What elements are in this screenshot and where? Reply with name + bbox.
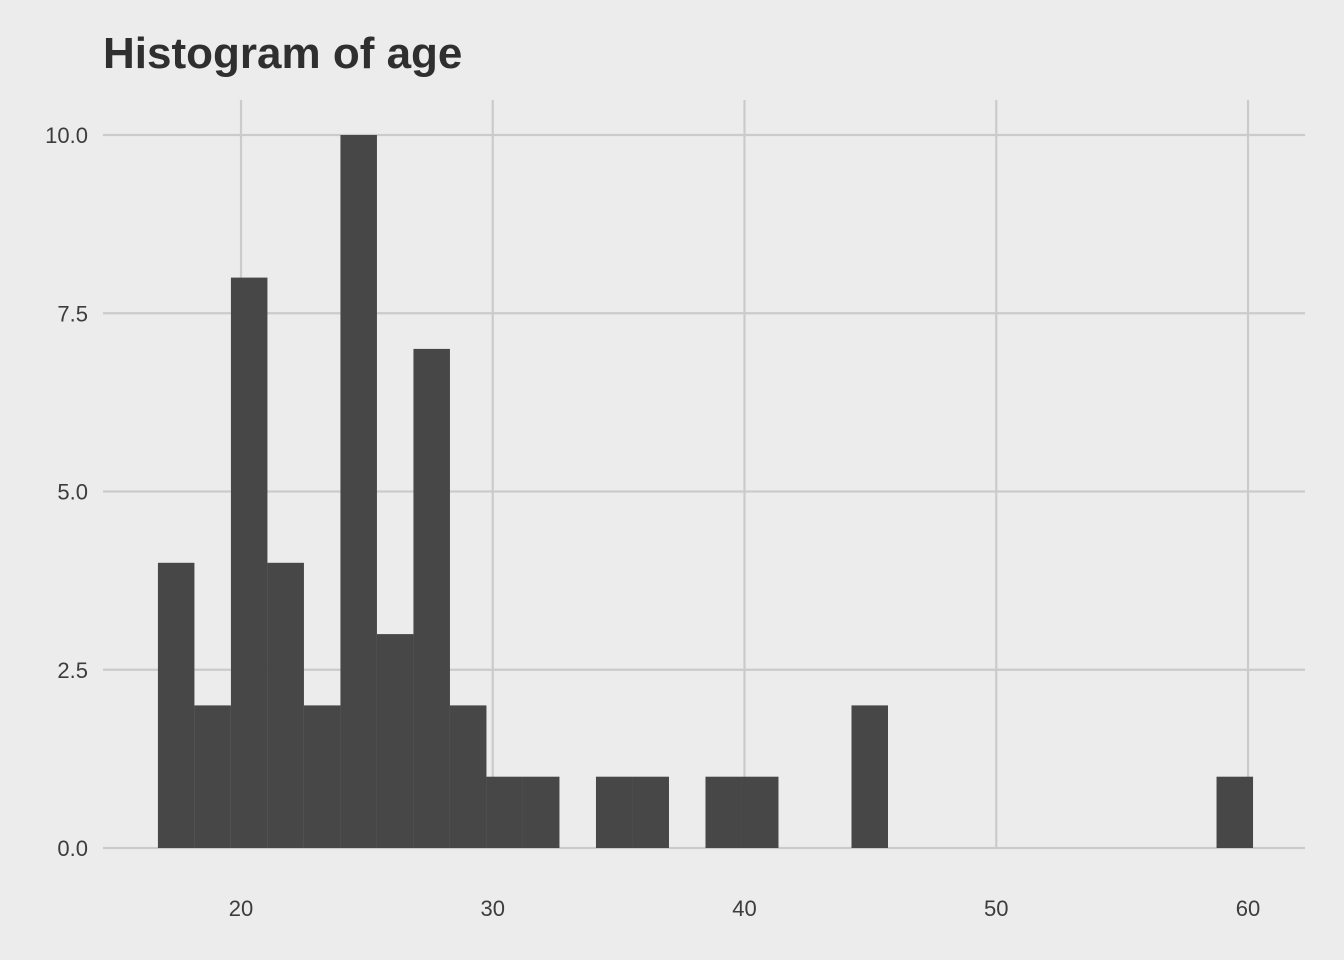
histogram-bar [632,776,669,848]
histogram-bar [267,562,304,848]
histogram-bar [705,776,742,848]
x-tick-label: 20 [229,896,253,921]
y-tick-label: 5.0 [57,480,88,505]
y-tick-label: 0.0 [57,836,88,861]
histogram-bar [522,776,560,848]
histogram-bar [1216,776,1254,848]
y-axis-tick-labels: 0.0 2.5 5.0 7.5 10.0 [45,123,88,861]
x-tick-label: 50 [984,896,1008,921]
histogram-bar [303,705,341,848]
histogram-bar [595,776,633,848]
x-tick-label: 40 [732,896,756,921]
y-tick-label: 10.0 [45,123,88,148]
y-tick-label: 7.5 [57,301,88,326]
histogram-bar [194,705,231,848]
histogram-bar [449,705,487,848]
histogram-bar [413,348,450,848]
histogram-bar [486,776,523,848]
chart-title: Histogram of age [103,29,463,78]
x-tick-label: 60 [1236,896,1260,921]
histogram-bar [340,135,377,848]
histogram-bar [230,277,268,849]
x-tick-label: 30 [481,896,505,921]
x-axis-tick-labels: 20 30 40 50 60 [229,896,1260,921]
histogram-bar [851,705,888,848]
histogram-bar [376,634,414,848]
histogram-bar [741,776,779,848]
histogram-bar [157,562,195,848]
y-tick-label: 2.5 [57,658,88,683]
histogram-bars [157,135,1254,849]
